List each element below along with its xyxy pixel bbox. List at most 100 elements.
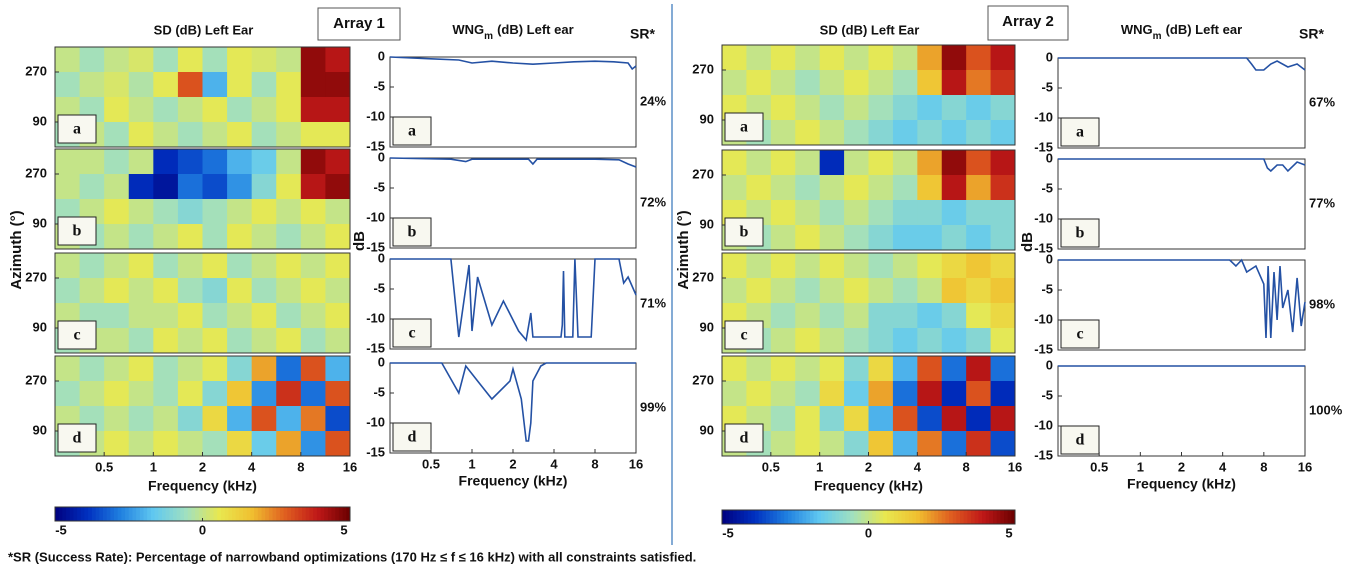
colorbar-step (232, 507, 237, 521)
colorbar-step (897, 510, 902, 524)
heat-cell (104, 199, 130, 225)
heat-cell (79, 381, 105, 407)
success-rate: 100% (1309, 402, 1343, 417)
colorbar-step (971, 510, 976, 524)
heat-cell (795, 431, 821, 457)
heat-cell (251, 47, 277, 73)
panel-label-box (57, 423, 97, 453)
heat-cell (276, 97, 302, 123)
heat-cell (770, 328, 796, 354)
colorbar-step (224, 507, 229, 521)
colorbar-step (960, 510, 965, 524)
colorbar-step (912, 510, 917, 524)
heat-cell (722, 278, 747, 304)
heat-cell (819, 253, 845, 279)
heat-cell (917, 200, 943, 226)
heat-cell (868, 175, 894, 201)
heat-cell (868, 150, 894, 176)
y-tick-label: -10 (366, 108, 385, 123)
heat-cell (722, 175, 747, 201)
heat-cell (251, 381, 277, 407)
colorbar-step (143, 507, 148, 521)
y-tick-label: 90 (33, 113, 47, 128)
heat-cell (990, 95, 1016, 121)
panel-label-box (724, 320, 764, 350)
heat-cell (300, 97, 326, 123)
y-tick-label: 90 (700, 422, 714, 437)
heat-cell (55, 149, 81, 175)
success-rate: 99% (640, 399, 666, 414)
heat-cell (966, 278, 992, 304)
heat-cell (868, 200, 894, 226)
colorbar-step (55, 507, 60, 521)
heat-cell (276, 253, 302, 279)
heat-cell (55, 381, 81, 407)
heat-cell (251, 278, 277, 304)
heat-cell (892, 328, 918, 354)
panel-label: c (73, 327, 80, 344)
heat-cell (177, 253, 203, 279)
heat-cell (202, 431, 228, 457)
heat-cell (795, 253, 821, 279)
y-tick-label: 0 (378, 48, 385, 63)
y-tick-label: -10 (1034, 109, 1053, 124)
colorbar-step (784, 510, 789, 524)
heat-cell (844, 303, 869, 329)
panel-label: a (1076, 124, 1084, 141)
panel-label-box (1060, 218, 1100, 248)
heat-cell (300, 406, 326, 432)
heat-cell (966, 381, 992, 407)
colorbar-step (813, 510, 818, 524)
heat-cell (990, 45, 1016, 71)
y-tick-label: 270 (25, 63, 47, 78)
heat-cell (917, 95, 943, 121)
title-subscript: m (484, 31, 493, 42)
heat-cell (770, 225, 796, 251)
heat-cell (722, 381, 747, 407)
heat-cell (966, 406, 992, 432)
colorbar-step (941, 510, 946, 524)
heat-cell (990, 120, 1016, 146)
colorbar-step (787, 510, 793, 524)
colorbar-tick-label: 0 (199, 522, 206, 537)
heat-cell (917, 225, 943, 251)
wng-line (390, 258, 637, 342)
heat-cell (251, 199, 277, 225)
heat-cell (128, 122, 154, 148)
heat-cell (325, 303, 351, 329)
heat-cell (966, 175, 992, 201)
colorbar-step (173, 507, 178, 521)
heat-cell (153, 47, 179, 73)
heat-cell (300, 278, 326, 304)
heat-cell (795, 406, 821, 432)
heat-cell (795, 175, 821, 201)
heat-cell (227, 431, 253, 457)
heat-cell (795, 95, 821, 121)
colorbar-step (817, 510, 822, 524)
colorbar-step (309, 507, 314, 521)
y-tick-label: -15 (1034, 240, 1053, 255)
heat-cell (892, 356, 918, 382)
colorbar-step (791, 510, 796, 524)
colorbar-step (91, 507, 97, 521)
heat-cell (55, 174, 81, 200)
heat-cell (917, 431, 943, 457)
y-tick-label: -5 (373, 384, 385, 399)
heat-cell (819, 45, 845, 71)
panel-label-box (57, 320, 97, 350)
colorbar-step (901, 510, 906, 524)
heat-cell (917, 278, 943, 304)
heat-cell (227, 72, 253, 98)
heat-cell (990, 175, 1016, 201)
y-tick-label: 90 (33, 422, 47, 437)
y-tick-label: 90 (33, 319, 47, 334)
heat-cell (966, 225, 992, 251)
heat-cell (892, 120, 918, 146)
colorbar-step (128, 507, 133, 521)
heat-cell (153, 381, 179, 407)
x-tick-label: 16 (1008, 459, 1022, 474)
heat-cell (202, 253, 228, 279)
heat-cell (325, 149, 351, 175)
plot-frame (54, 148, 351, 250)
colorbar-step (62, 507, 67, 521)
